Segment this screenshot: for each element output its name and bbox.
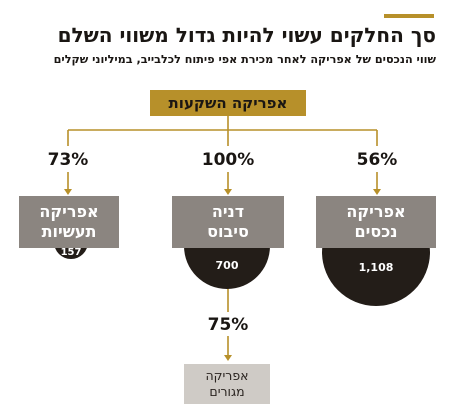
left-box: אפריקה תעשיות (19, 196, 119, 248)
root-label: אפריקה השקעות (168, 94, 288, 112)
left-arrowhead (64, 189, 72, 195)
right-arrowhead (373, 189, 381, 195)
left-value: 157 (60, 247, 82, 258)
page-title: סך החלקים עשוי להיות גדול משווי השלם (57, 23, 436, 47)
page-subtitle: שווי הנכסים של אפריקה לאחר מכירת אפי פית… (53, 53, 436, 66)
right-percent: 56% (356, 150, 398, 170)
middle-percent: 100% (201, 150, 255, 170)
middle-arrowhead (224, 189, 232, 195)
sub-box-line1: אפריקה (205, 368, 249, 383)
left-percent: 73% (47, 150, 89, 170)
right-box: אפריקה נכסים (316, 196, 436, 248)
root-box: אפריקה השקעות (150, 90, 306, 116)
left-box-line2: תעשיות (41, 222, 97, 241)
middle-box: דניה סיבוס (172, 196, 284, 248)
left-box-line1: אפריקה (39, 202, 99, 221)
right-box-line2: נכסים (354, 222, 398, 241)
right-value: 1,108 (358, 261, 394, 274)
middle-value: 700 (215, 259, 239, 272)
sub-box-line2: מגורים (209, 384, 245, 399)
sub-box: אפריקה מגורים (184, 364, 270, 404)
middle-box-line1: דניה (211, 202, 245, 221)
sub-arrowhead (224, 355, 232, 361)
right-box-line1: אפריקה (346, 202, 406, 221)
sub-percent: 75% (207, 315, 249, 335)
middle-box-line2: סיבוס (207, 222, 249, 241)
accent-bar (384, 14, 434, 18)
